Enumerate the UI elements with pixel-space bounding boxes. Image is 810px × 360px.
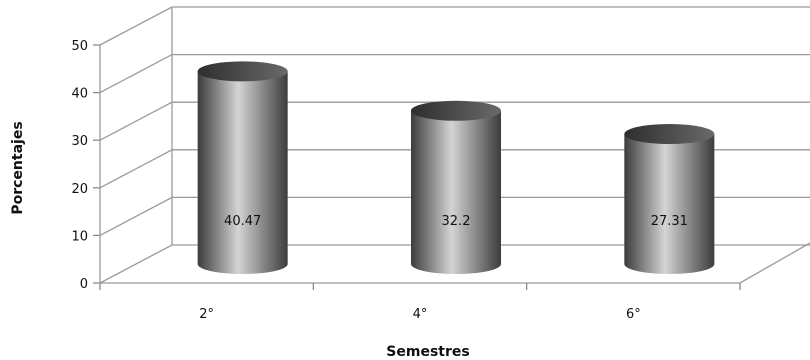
bar <box>411 100 501 274</box>
data-label: 40.47 <box>224 214 261 229</box>
y-tick-label: 40 <box>71 87 88 102</box>
x-tick-label: 6° <box>626 307 641 322</box>
y-tick-label: 50 <box>71 39 88 54</box>
data-label: 27.31 <box>651 214 688 229</box>
y-tick-label: 0 <box>80 277 88 292</box>
bar-top <box>197 61 288 82</box>
x-axis-title: Semestres <box>386 344 469 360</box>
y-tick-label: 30 <box>71 134 88 149</box>
bar <box>197 61 288 274</box>
labels: 0 10 20 30 40 50 40.47 2° 32.2 4° 27.31 6° <box>71 39 687 322</box>
bar-body <box>411 110 501 274</box>
x-tick-label: 4° <box>413 307 428 322</box>
bars <box>197 61 715 274</box>
y-tick-label: 20 <box>71 182 88 197</box>
bar-top <box>411 100 501 121</box>
bar-body <box>197 71 288 274</box>
gridline <box>99 6 810 46</box>
y-tick-label: 10 <box>71 229 88 244</box>
bar-body <box>624 134 715 274</box>
bar <box>624 124 715 274</box>
y-axis-title: Porcentajes <box>10 121 26 214</box>
data-label: 32.2 <box>442 214 471 229</box>
x-tick-label: 2° <box>199 307 214 322</box>
bar-top <box>624 124 715 145</box>
axes <box>93 7 810 290</box>
